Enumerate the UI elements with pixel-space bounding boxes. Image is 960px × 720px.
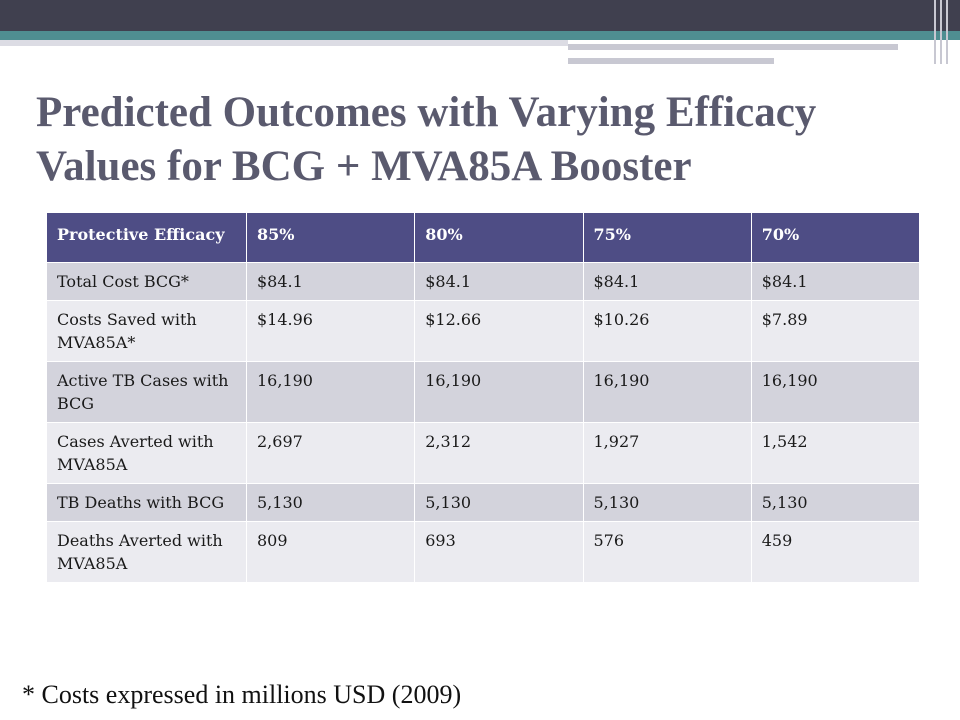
footnote: * Costs expressed in millions USD (2009) (22, 680, 462, 709)
table-row: Active TB Cases with BCG 16,190 16,190 1… (46, 361, 921, 423)
table-cell: 16,190 (414, 361, 584, 423)
table-cell: 5,130 (245, 483, 416, 522)
teal-decor-bar (0, 31, 960, 40)
table-cell: 576 (582, 521, 752, 583)
table-cell: $7.89 (750, 300, 921, 362)
row-label: Cases Averted with MVA85A (46, 422, 247, 484)
header-cell: 85% (245, 212, 416, 263)
table-cell: 2,697 (245, 422, 416, 484)
table-cell: 1,927 (582, 422, 752, 484)
table-header-row: Protective Efficacy 85% 80% 75% 70% (46, 212, 921, 263)
row-label: Costs Saved with MVA85A* (46, 300, 247, 362)
table-cell: 809 (245, 521, 416, 583)
header-cell: 75% (582, 212, 752, 263)
table-cell: $84.1 (245, 262, 416, 301)
row-label: Total Cost BCG* (46, 262, 247, 301)
row-label: Deaths Averted with MVA85A (46, 521, 247, 583)
table-cell: 16,190 (245, 361, 416, 423)
table-cell: 16,190 (582, 361, 752, 423)
slide-title: Predicted Outcomes with Varying Efficacy… (36, 89, 817, 190)
table-cell: $84.1 (414, 262, 584, 301)
table-cell: $84.1 (750, 262, 921, 301)
decor-line (568, 44, 898, 50)
top-decor-bar (0, 0, 960, 31)
header-cell: 70% (750, 212, 921, 263)
row-label: TB Deaths with BCG (46, 483, 247, 522)
table-row: Costs Saved with MVA85A* $14.96 $12.66 $… (46, 300, 921, 362)
table-row: Total Cost BCG* $84.1 $84.1 $84.1 $84.1 (46, 262, 921, 301)
table-cell: 2,312 (414, 422, 584, 484)
table-row: Cases Averted with MVA85A 2,697 2,312 1,… (46, 422, 921, 484)
decor-line (0, 40, 568, 46)
decor-vertical-lines (934, 0, 952, 64)
header-cell: 80% (414, 212, 584, 263)
table-row: TB Deaths with BCG 5,130 5,130 5,130 5,1… (46, 483, 921, 522)
decor-line (568, 58, 774, 64)
table-cell: 1,542 (750, 422, 921, 484)
table-cell: 5,130 (582, 483, 752, 522)
table-cell: $12.66 (414, 300, 584, 362)
table-cell: 693 (414, 521, 584, 583)
header-cell: Protective Efficacy (46, 212, 247, 263)
outcomes-table: Protective Efficacy 85% 80% 75% 70% Tota… (46, 212, 921, 583)
row-label: Active TB Cases with BCG (46, 361, 247, 423)
table-cell: $84.1 (582, 262, 752, 301)
table-cell: 5,130 (750, 483, 921, 522)
table-cell: 16,190 (750, 361, 921, 423)
table-row: Deaths Averted with MVA85A 809 693 576 4… (46, 521, 921, 583)
table-cell: 459 (750, 521, 921, 583)
table-cell: $14.96 (245, 300, 416, 362)
table-cell: $10.26 (582, 300, 752, 362)
table-cell: 5,130 (414, 483, 584, 522)
